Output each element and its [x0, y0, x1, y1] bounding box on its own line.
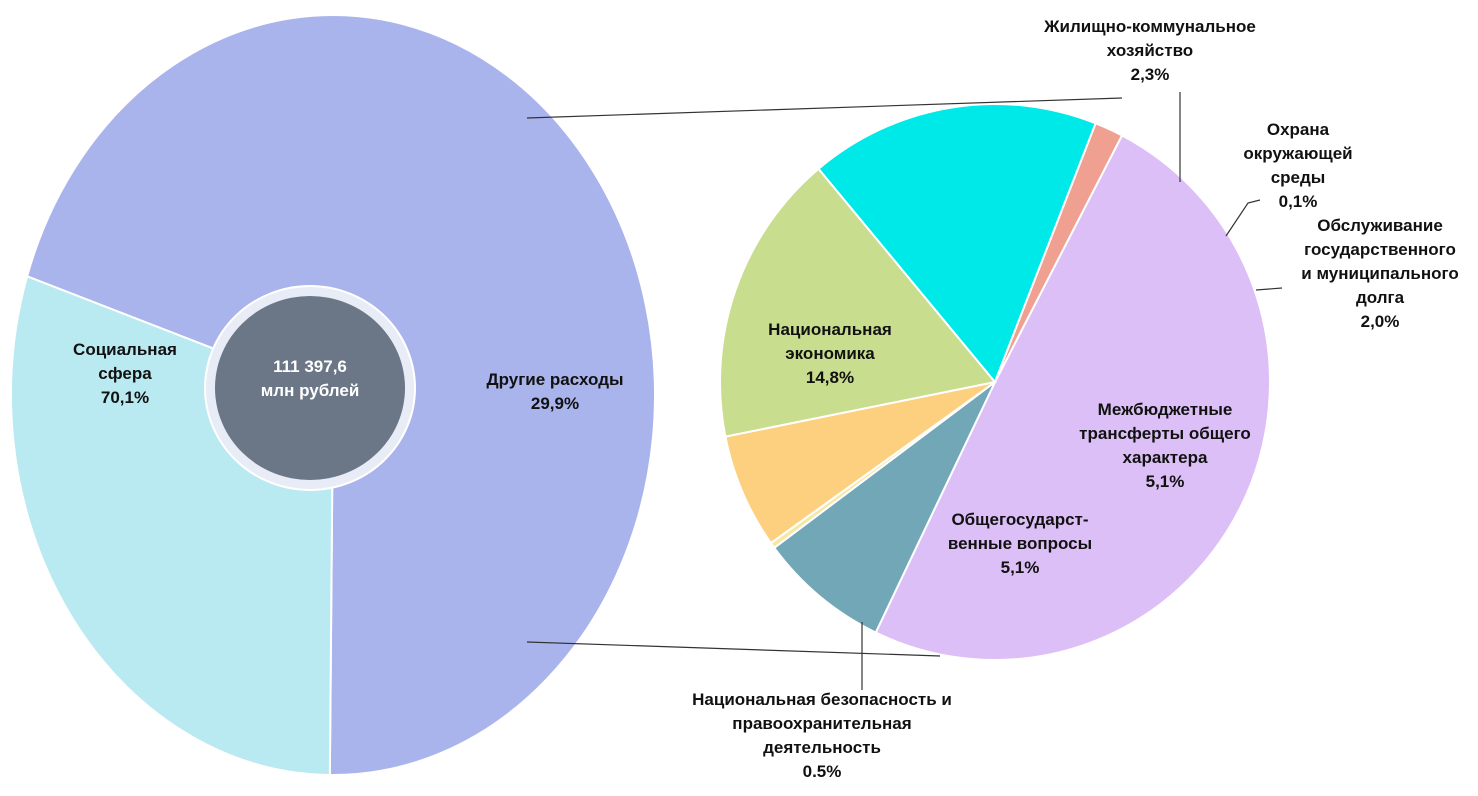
slice-name: Социальная сфера — [73, 340, 177, 383]
slice-label: Межбюджетные трансферты общего характера… — [1079, 398, 1251, 494]
slice-value: 29,9% — [530, 394, 580, 413]
connector-line — [526, 641, 941, 657]
center-label: 111 397,6 млн рублей — [260, 357, 360, 400]
pie-slice — [724, 381, 996, 545]
leader-line — [1255, 287, 1283, 291]
slice-value: 0.5% — [802, 762, 842, 781]
slice-name: Национальная экономика — [768, 320, 892, 363]
slice-label: Национальная экономика 14,8% — [768, 318, 892, 390]
leader-line — [1225, 199, 1261, 237]
center-disc — [215, 296, 405, 480]
pie-slice — [874, 134, 1271, 661]
slice-value: 70,1% — [100, 388, 150, 407]
slice-value: 5,1% — [1145, 472, 1185, 491]
slice-name: Другие расходы — [486, 370, 624, 389]
slice-label: Охрана окружающей среды 0,1% — [1243, 118, 1352, 214]
slice-label: Социальная сфера 70,1% — [73, 338, 177, 410]
slice-value: 5,1% — [1000, 558, 1040, 577]
slices — [10, 14, 1271, 776]
slice-name: Охрана окружающей среды — [1243, 120, 1353, 187]
connector-line — [526, 97, 1123, 119]
pie-slice — [719, 167, 997, 438]
slice-name: Общегосударст- венные вопросы — [947, 510, 1093, 553]
slice-label: Национальная безопасность и правоохранит… — [692, 688, 952, 784]
slice-value: 2,3% — [1130, 65, 1170, 84]
slice-name: Национальная безопасность и правоохранит… — [692, 690, 952, 757]
slice-name: Жилищно-коммунальное хозяйство — [1044, 17, 1256, 60]
slice-value: 2,0% — [1360, 312, 1400, 331]
slice-name: Обслуживание государственного и муниципа… — [1301, 216, 1459, 307]
slice-value: 0,1% — [1278, 192, 1318, 211]
slice-name: Межбюджетные трансферты общего характера — [1079, 400, 1251, 467]
pie-slice — [994, 122, 1124, 383]
pie-slice — [817, 103, 1097, 384]
slice-label: Общегосударст- венные вопросы 5,1% — [948, 508, 1092, 580]
slice-label: Обслуживание государственного и муниципа… — [1301, 214, 1458, 334]
slice-label: Жилищно-коммунальное хозяйство 2,3% — [1044, 15, 1256, 87]
slice-label: Другие расходы 29,9% — [486, 368, 623, 416]
slice-value: 14,8% — [805, 368, 855, 387]
pie-slice — [772, 381, 996, 634]
